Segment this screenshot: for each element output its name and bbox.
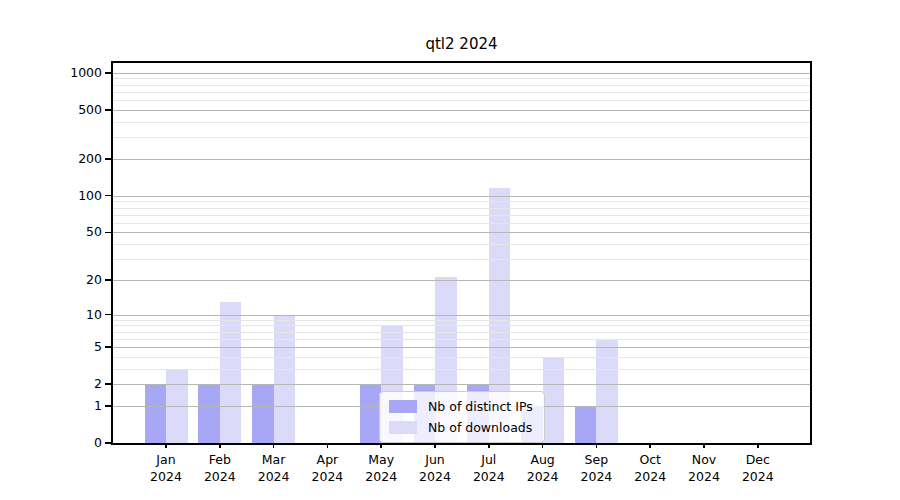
x-tick-mark [380,443,382,448]
legend-swatch-downloads [389,421,417,434]
x-tick-mark [165,443,167,448]
legend-label-downloads: Nb of downloads [428,420,532,435]
figure: qtl2 2024 Nb of distinct IPs Nb of downl… [0,0,900,500]
y-tick-label: 500 [0,102,102,118]
gridline-minor [113,92,810,93]
y-tick-label: 200 [0,151,102,167]
gridline-minor [113,357,810,358]
x-tick-label-dec: Dec2024 [726,451,790,485]
bar-mar-distinct-ips [252,384,274,443]
bar-feb-downloads [220,302,242,443]
gridline-major [113,232,810,233]
x-tick-mark [703,443,705,448]
x-tick-mark [649,443,651,448]
y-tick-label: 20 [0,272,102,288]
gridline-minor [113,122,810,123]
gridline-major [113,280,810,281]
bar-sep-distinct-ips [575,406,597,443]
gridline-major [113,347,810,348]
y-tick-mark [105,405,111,407]
x-tick-mark [327,443,329,448]
chart-title: qtl2 2024 [113,35,810,53]
y-tick-label: 100 [0,188,102,204]
gridline-minor [113,244,810,245]
gridline-minor [113,320,810,321]
y-tick-mark [105,346,111,348]
y-tick-mark [105,232,111,234]
y-tick-label: 1 [0,398,102,414]
x-tick-mark [596,443,598,448]
y-tick-label: 5 [0,339,102,355]
y-tick-mark [105,195,111,197]
y-tick-label: 0 [0,435,102,451]
y-tick-mark [105,158,111,160]
gridline-major [113,384,810,385]
x-tick-mark [542,443,544,448]
plot-area: Nb of distinct IPs Nb of downloads [111,61,812,445]
gridline-minor [113,369,810,370]
y-tick-label: 50 [0,224,102,240]
legend: Nb of distinct IPs Nb of downloads [379,391,545,443]
gridline-major [113,196,810,197]
bar-feb-distinct-ips [198,384,220,443]
gridline-minor [113,332,810,333]
legend-swatch-distinct-ips [389,400,417,413]
gridline-minor [113,215,810,216]
legend-item-distinct-ips: Nb of distinct IPs [389,399,533,414]
gridline-major [113,73,810,74]
y-tick-label: 1000 [0,65,102,81]
gridline-major [113,110,810,111]
gridline-minor [113,100,810,101]
gridline-major [113,159,810,160]
gridline-minor [113,208,810,209]
gridline-minor [113,85,810,86]
bar-mar-downloads [274,315,296,444]
y-tick-mark [105,442,111,444]
y-tick-mark [105,109,111,111]
x-tick-mark [434,443,436,448]
legend-label-distinct-ips: Nb of distinct IPs [428,399,533,414]
y-tick-mark [105,279,111,281]
bar-aug-downloads [543,357,565,443]
bar-may-distinct-ips [360,384,382,443]
gridline-minor [113,339,810,340]
gridline-minor [113,223,810,224]
gridline-minor [113,137,810,138]
x-tick-mark [219,443,221,448]
y-tick-mark [105,383,111,385]
y-tick-label: 2 [0,376,102,392]
gridline-minor [113,78,810,79]
gridline-minor [113,201,810,202]
legend-item-downloads: Nb of downloads [389,420,533,435]
y-tick-mark [105,314,111,316]
bar-jan-distinct-ips [145,384,167,443]
y-tick-label: 10 [0,307,102,323]
x-tick-mark [273,443,275,448]
gridline-minor [113,259,810,260]
bar-sep-downloads [596,339,618,443]
x-tick-mark [757,443,759,448]
x-tick-mark [488,443,490,448]
y-tick-mark [105,72,111,74]
gridline-minor [113,325,810,326]
gridline-major [113,315,810,316]
